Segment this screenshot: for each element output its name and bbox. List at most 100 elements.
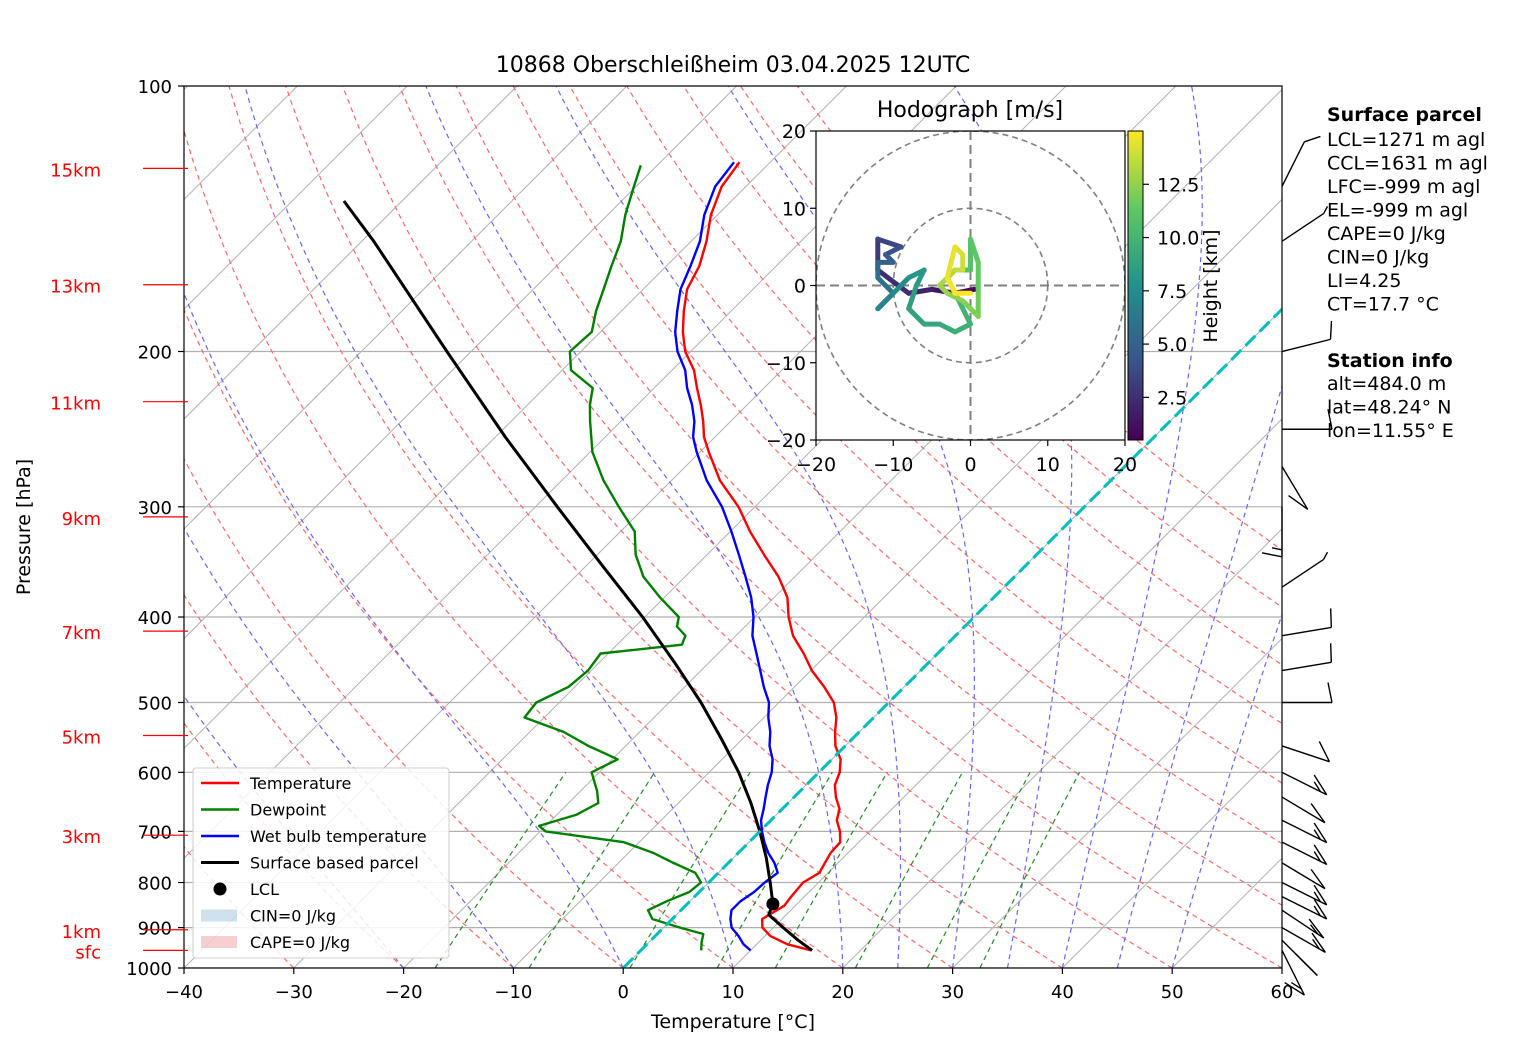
x-tick-label: 0: [617, 982, 628, 1003]
hodograph: Hodograph [m/s] −20 −10 0 10 20 −20 −10 0 10 20 2…: [766, 98, 1222, 476]
mixing-ratio-line: [854, 772, 964, 968]
wind-barb-staff: [1281, 212, 1324, 242]
wind-barb-staff: [1281, 661, 1332, 672]
wind-barb-flag: [1313, 822, 1328, 844]
legend-label: CAPE=0 J/kg: [250, 933, 350, 952]
hodograph-grid: [816, 131, 1125, 440]
wind-barb-half-flag: [1313, 851, 1322, 862]
colorbar-ticks: 2.5 5.0 7.5 10.0 12.5: [1143, 174, 1199, 409]
station-info-value: lat=48.24° N: [1327, 397, 1451, 419]
isotherm-line: [513, 198, 1282, 968]
wind-barb: [1281, 927, 1326, 954]
wind-barb-flag: [1284, 981, 1305, 996]
chart-title: 10868 Oberschleißheim 03.04.2025 12UTC: [496, 53, 971, 78]
dry-adiabat-line: [455, 86, 1282, 906]
y-tick-label: 900: [138, 919, 172, 940]
wind-barb: [1281, 135, 1321, 187]
mixing-ratio-line: [434, 771, 567, 968]
height-marker-label: sfc: [75, 942, 101, 963]
wind-barb-staff: [1281, 796, 1326, 824]
wind-barb-half-flag: [1313, 829, 1322, 840]
hodograph-x-tick-label: 10: [1036, 454, 1060, 476]
wind-barb-flag: [1311, 932, 1326, 953]
hodograph-segment: [944, 290, 966, 304]
wind-barb: [1282, 409, 1333, 430]
hodograph-segment: [875, 236, 904, 250]
surface-based-parcel-line: [342, 200, 813, 952]
wind-barb: [1261, 506, 1283, 558]
height-marker-label: 5km: [62, 728, 101, 749]
y-tick-label: 400: [138, 608, 172, 629]
mixing-ratio-line: [979, 772, 1081, 968]
hodograph-segment: [960, 306, 973, 327]
legend-label: CIN=0 J/kg: [250, 907, 336, 926]
dry-adiabat-line: [184, 307, 734, 968]
dry-adiabat-line: [228, 86, 953, 968]
wind-barb: [1281, 466, 1309, 510]
hodograph-ticks: −20 −10 0 10 20 −20 −10 0 10 20: [766, 121, 1137, 476]
hodograph-segment: [883, 244, 904, 258]
wind-barb-staff: [1281, 141, 1305, 187]
wind-barb-flag: [1310, 803, 1326, 824]
colorbar-tick-label: 7.5: [1157, 281, 1187, 303]
wind-barb: [1281, 841, 1328, 866]
y-tick-label: 1000: [126, 959, 172, 980]
height-marker-label: 11km: [50, 394, 101, 415]
wind-barb-half-flag: [1313, 891, 1322, 903]
hodograph-x-tick-label: −10: [873, 454, 913, 476]
wind-barb-staff: [1281, 745, 1330, 763]
wind-barb: [1281, 796, 1326, 824]
moist-adiabat-line: [1171, 612, 1282, 968]
mixing-ratio-line: [716, 771, 833, 968]
wind-barb: [1281, 819, 1328, 844]
mixing-ratio-line: [629, 771, 751, 968]
hodograph-y-tick-label: −10: [766, 353, 806, 375]
dewpoint-line: [523, 164, 705, 951]
station-info-value: lon=11.55° E: [1327, 420, 1454, 442]
isotherm-line: [732, 418, 1282, 968]
dry-adiabat-line: [184, 457, 624, 968]
hodograph-segment: [937, 321, 958, 335]
mixing-ratio-line: [926, 772, 1031, 968]
height-marker-label: 3km: [62, 827, 101, 848]
colorbar-tick-label: 10.0: [1157, 228, 1199, 250]
y-tick-label: 700: [138, 822, 172, 843]
mixing-ratio-line: [528, 771, 656, 968]
height-marker-label: 9km: [62, 509, 101, 530]
wind-barb-staff: [1281, 338, 1331, 353]
wind-barb-half-flag: [1291, 981, 1302, 990]
hodograph-segment: [875, 275, 896, 296]
wind-barb-staff: [1281, 558, 1324, 588]
surface-parcel-value: LCL=1271 m agl: [1327, 129, 1485, 151]
hodograph-trace: [875, 236, 981, 335]
hodograph-segment: [906, 283, 919, 312]
hodograph-segment: [890, 275, 912, 296]
x-axis-ticks: −40 −30 −20 −10 0 10 20 30 40 50 60: [165, 968, 1293, 1003]
surface-parcel-value: CIN=0 J/kg: [1327, 247, 1429, 269]
y-tick-label: 500: [138, 693, 172, 714]
wind-barb-flag: [1308, 918, 1325, 939]
wind-barb-staff: [1281, 466, 1309, 510]
wind-barbs: [1261, 135, 1333, 996]
isotherm-line: [184, 86, 847, 750]
wet-bulb-temperature-line: [674, 161, 779, 952]
wind-barb: [1281, 950, 1305, 996]
legend-label: LCL: [250, 880, 279, 899]
wind-barb-flag: [1313, 898, 1328, 920]
x-tick-label: −30: [275, 982, 313, 1003]
isotherm-line: [184, 86, 408, 310]
isotherm-line: [952, 637, 1282, 968]
x-tick-label: 30: [941, 982, 964, 1003]
x-tick-label: −20: [385, 982, 423, 1003]
wind-barb: [1281, 881, 1328, 906]
wind-barb-flag: [1288, 495, 1309, 510]
y-tick-label: 800: [138, 874, 172, 895]
moist-adiabat-line: [244, 86, 734, 968]
height-marker-label: 15km: [50, 160, 101, 181]
surface-parcel-heading: Surface parcel: [1327, 104, 1482, 126]
hodograph-x-tick-label: 20: [1113, 454, 1137, 476]
isotherm-line: [1062, 747, 1282, 968]
isotherm-line: [184, 86, 628, 530]
